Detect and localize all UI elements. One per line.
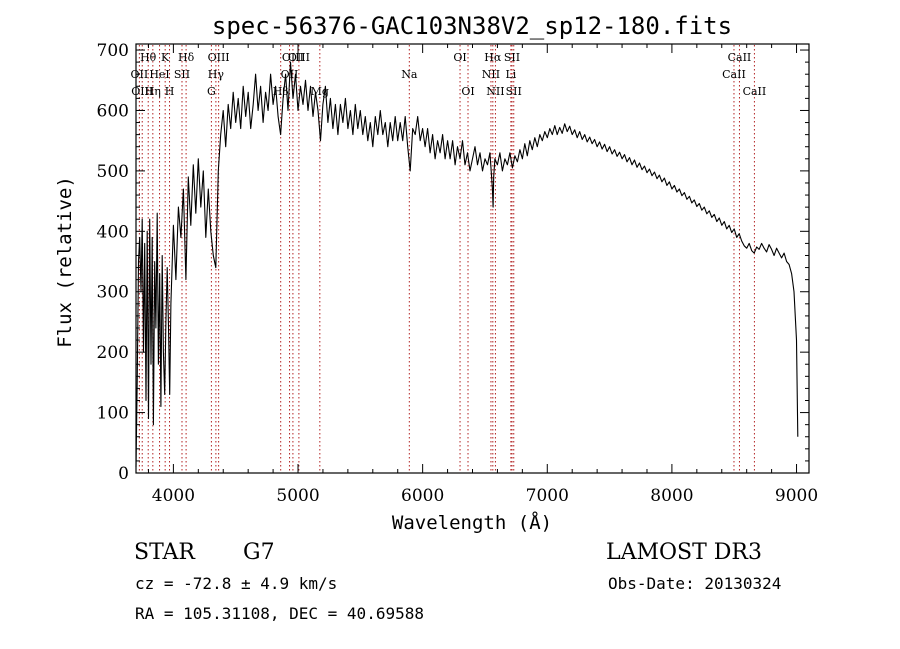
line-label: Na (401, 68, 418, 81)
object-class: STAR (134, 540, 196, 565)
line-label: K (161, 51, 170, 64)
line-label: OII (281, 68, 299, 81)
line-label: Hα (484, 51, 502, 64)
line-label: G (207, 85, 216, 98)
line-label: Hθ (140, 51, 157, 64)
line-label: Mg (311, 85, 329, 98)
y-axis-label: Flux (relative) (54, 176, 76, 348)
x-tick-label: 6000 (401, 486, 444, 506)
line-label: OI (461, 85, 474, 98)
redshift-value: cz = -72.8 ± 4.9 km/s (135, 574, 337, 593)
line-label: OIII (208, 51, 230, 64)
line-label: SII (506, 85, 522, 98)
y-tick-label: 400 (97, 222, 129, 242)
line-label: NII (486, 85, 504, 98)
object-subclass: G7 (243, 540, 275, 565)
x-axis-label: Wavelength (Å) (392, 511, 552, 534)
y-tick-label: 100 (97, 404, 129, 424)
emission-line-labels: Hθ OII OIII HeI Hη K H SII Hδ OIII Hγ G OIII OII Hβ OII… (131, 51, 767, 98)
line-label: OIII (282, 51, 304, 64)
line-label: SII (504, 51, 520, 64)
line-label: OI (453, 51, 466, 64)
flux-series-line (135, 61, 799, 468)
line-label: OIII (288, 51, 310, 64)
chart-title: spec-56376-GAC103N38V2_sp12-180.fits (212, 12, 732, 40)
line-label: H (165, 85, 175, 98)
x-tick-label: 4000 (152, 486, 195, 506)
y-tick-label: 300 (97, 283, 129, 303)
line-label: CaII (728, 51, 752, 64)
y-tick-label: 200 (97, 343, 129, 363)
line-label: Hη (145, 85, 161, 98)
x-tick-label: 8000 (650, 486, 693, 506)
axis-ticks: 4000 5000 6000 7000 8000 9000 0 100 200 300 400 500… (97, 41, 819, 506)
x-tick-label: 5000 (276, 486, 319, 506)
line-label: Li (505, 68, 516, 81)
survey-name: LAMOST DR3 (606, 540, 762, 565)
y-tick-label: 700 (97, 41, 129, 61)
line-label: Hγ (208, 68, 225, 81)
emission-line-markers (138, 45, 755, 472)
line-label: Hδ (178, 51, 195, 64)
coordinates: RA = 105.31108, DEC = 40.69588 (135, 604, 424, 623)
line-label: NII (482, 68, 500, 81)
line-label: OII (131, 68, 149, 81)
x-tick-label: 7000 (526, 486, 569, 506)
x-tick-label: 9000 (775, 486, 818, 506)
line-label: OIII (131, 85, 153, 98)
line-label: CaII (722, 68, 746, 81)
line-label: HeI (149, 68, 169, 81)
y-tick-label: 500 (97, 162, 129, 182)
observation-date: Obs-Date: 20130324 (608, 574, 781, 593)
y-tick-label: 0 (118, 464, 129, 484)
line-label: Hβ (273, 85, 289, 98)
y-tick-label: 600 (97, 101, 129, 121)
line-label: SII (174, 68, 190, 81)
line-label: CaII (743, 85, 767, 98)
